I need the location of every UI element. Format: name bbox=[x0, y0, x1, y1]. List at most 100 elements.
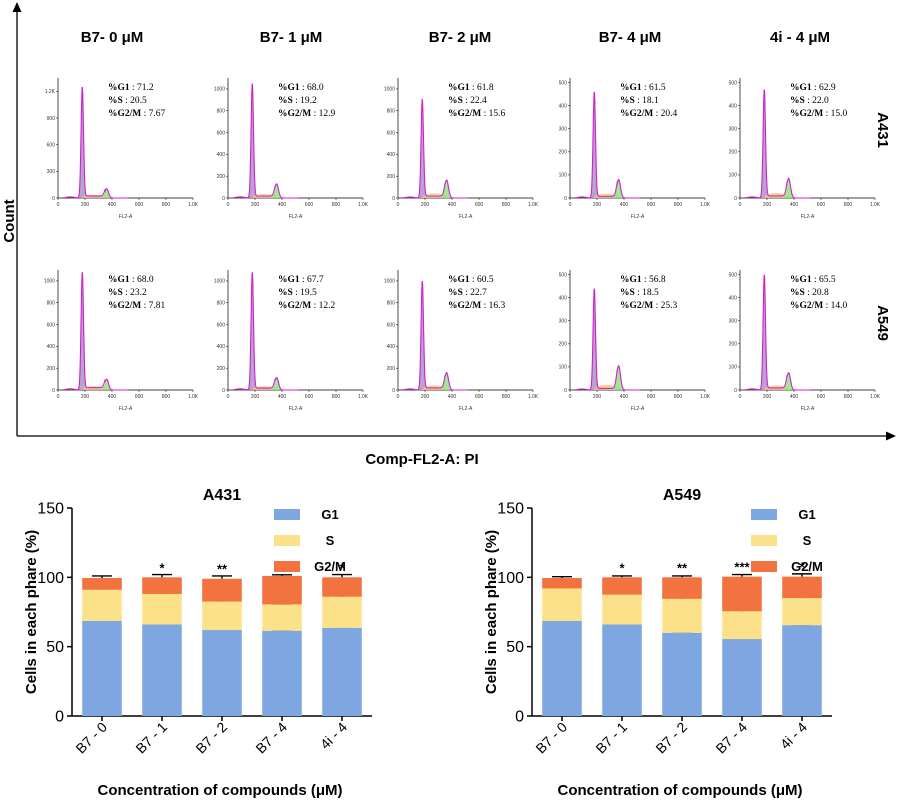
stat-value: : 67.7 bbox=[300, 275, 324, 285]
cell-cycle-stat: %S : 22.7 bbox=[448, 288, 487, 298]
hist-x-tick-label: 800 bbox=[844, 394, 853, 400]
legend-label: G2/M bbox=[314, 559, 346, 574]
stat-value: : 23.2 bbox=[123, 288, 147, 298]
hist-x-tick-label: 400 bbox=[790, 202, 799, 208]
hist-x-tick-label: 1.0K bbox=[700, 394, 711, 400]
cell-cycle-stat: %G1 : 68.0 bbox=[278, 83, 324, 93]
stat-label: %G2/M bbox=[620, 109, 653, 119]
hist-x-tick-label: 400 bbox=[278, 202, 287, 208]
cell-cycle-stat: %G1 : 67.7 bbox=[278, 275, 324, 285]
bar-segment-s bbox=[322, 596, 362, 628]
cell-cycle-stat: %G1 : 71.2 bbox=[108, 83, 154, 93]
hist-x-tick-label: 600 bbox=[817, 394, 826, 400]
stat-label: %S bbox=[278, 96, 293, 106]
legend-swatch bbox=[751, 535, 777, 546]
hist-y-tick-label: 600 bbox=[387, 322, 396, 328]
hist-y-tick-label: 600 bbox=[217, 130, 226, 136]
hist-x-tick-label: 1.0K bbox=[528, 394, 539, 400]
hist-y-tick-label: 100 bbox=[559, 365, 568, 371]
row-label: A549 bbox=[874, 305, 891, 341]
histogram-curve bbox=[233, 83, 299, 199]
legend-swatch bbox=[274, 561, 300, 572]
hist-x-tick-label: 600 bbox=[305, 202, 314, 208]
hist-y-tick-label: 400 bbox=[559, 103, 568, 109]
cell-cycle-stat: %S : 19.5 bbox=[278, 288, 317, 298]
hist-y-tick-label: 400 bbox=[217, 152, 226, 158]
stat-label: %S bbox=[108, 96, 123, 106]
stat-label: %G2/M bbox=[448, 301, 481, 311]
hist-y-tick-label: 800 bbox=[217, 109, 226, 115]
hist-x-tick-label: 600 bbox=[647, 394, 656, 400]
bar-segment-g1 bbox=[322, 627, 362, 716]
significance-marker: ** bbox=[217, 562, 228, 577]
bar-segment-g2m bbox=[322, 577, 362, 597]
stat-label: %G1 bbox=[278, 83, 300, 93]
significance-marker: * bbox=[159, 560, 165, 575]
bar-y-tick-label: 50 bbox=[46, 639, 64, 656]
cell-cycle-stat: %S : 22.0 bbox=[790, 96, 829, 106]
stat-label: %S bbox=[448, 288, 463, 298]
histogram-curve bbox=[745, 274, 811, 391]
stat-value: : 19.5 bbox=[293, 288, 317, 298]
bar-segment-s bbox=[722, 611, 762, 640]
hist-y-tick-label: 200 bbox=[217, 366, 226, 372]
hist-x-tick-label: 1.0K bbox=[188, 202, 199, 208]
bar-segment-s bbox=[202, 601, 242, 631]
cell-cycle-stat: %G2/M : 14.0 bbox=[790, 301, 848, 311]
legend-label: G1 bbox=[798, 507, 815, 522]
legend-swatch bbox=[751, 509, 777, 520]
hist-y-tick-label: 200 bbox=[387, 174, 396, 180]
hist-y-tick-label: 400 bbox=[387, 152, 396, 158]
hist-y-tick-label: 500 bbox=[729, 80, 738, 86]
hist-y-tick-label: 200 bbox=[217, 174, 226, 180]
bar-y-tick-label: 150 bbox=[497, 501, 524, 518]
hist-y-tick-label: 400 bbox=[559, 295, 568, 301]
hist-x-axis-title: FL2-A bbox=[119, 214, 133, 220]
hist-y-tick-label: 200 bbox=[729, 150, 738, 156]
stat-value: : 12.9 bbox=[311, 109, 335, 119]
hist-x-tick-label: 400 bbox=[620, 202, 629, 208]
hist-x-tick-label: 0 bbox=[227, 202, 230, 208]
hist-x-tick-label: 800 bbox=[162, 202, 171, 208]
bar-segment-g2m bbox=[602, 577, 642, 595]
hist-x-tick-label: 400 bbox=[790, 394, 799, 400]
hist-y-tick-label: 0 bbox=[52, 196, 55, 202]
hist-x-tick-label: 400 bbox=[620, 394, 629, 400]
legend-swatch bbox=[274, 535, 300, 546]
hist-x-tick-label: 1.0K bbox=[528, 202, 539, 208]
hist-y-tick-label: 300 bbox=[47, 169, 56, 175]
bar-segment-g2m bbox=[202, 578, 242, 602]
stat-label: %G2/M bbox=[278, 301, 311, 311]
stat-label: %G1 bbox=[790, 275, 812, 285]
stat-label: %S bbox=[790, 96, 805, 106]
hist-x-tick-label: 600 bbox=[647, 202, 656, 208]
bar-segment-s bbox=[262, 604, 302, 631]
hist-y-tick-label: 100 bbox=[559, 173, 568, 179]
stat-label: %G2/M bbox=[790, 301, 823, 311]
stat-value: : 25.3 bbox=[653, 301, 677, 311]
hist-y-tick-label: 200 bbox=[729, 342, 738, 348]
hist-x-axis-title: FL2-A bbox=[801, 406, 815, 412]
stat-value: : 60.5 bbox=[470, 275, 494, 285]
bar-segment-g2m bbox=[722, 576, 762, 612]
bar-segment-g2m bbox=[782, 576, 822, 599]
histogram-grid: 0 300 600 900 1.2K 0 200 400 600 800 1.0K FL2-A %G1 … bbox=[44, 78, 881, 412]
hist-x-axis-title: FL2-A bbox=[289, 406, 303, 412]
hist-x-axis-title: FL2-A bbox=[631, 214, 645, 220]
hist-x-tick-label: 400 bbox=[108, 202, 117, 208]
bar-y-axis-label: Cells in each phare (%) bbox=[483, 530, 500, 694]
hist-y-tick-label: 300 bbox=[559, 127, 568, 133]
row-labels: A431 A549 bbox=[874, 112, 891, 341]
hist-x-tick-label: 0 bbox=[739, 202, 742, 208]
stat-label: %G1 bbox=[620, 275, 642, 285]
histogram-curve bbox=[403, 280, 469, 391]
stat-label: %G1 bbox=[448, 275, 470, 285]
bar-segment-g2m bbox=[262, 575, 302, 605]
hist-y-tick-label: 300 bbox=[729, 319, 738, 325]
significance-marker: * bbox=[799, 560, 805, 575]
histogram-curve bbox=[745, 89, 811, 199]
bar-segment-g1 bbox=[782, 625, 822, 716]
significance-marker: ** bbox=[677, 560, 688, 575]
hist-x-tick-label: 200 bbox=[81, 394, 90, 400]
hist-y-tick-label: 0 bbox=[392, 196, 395, 202]
